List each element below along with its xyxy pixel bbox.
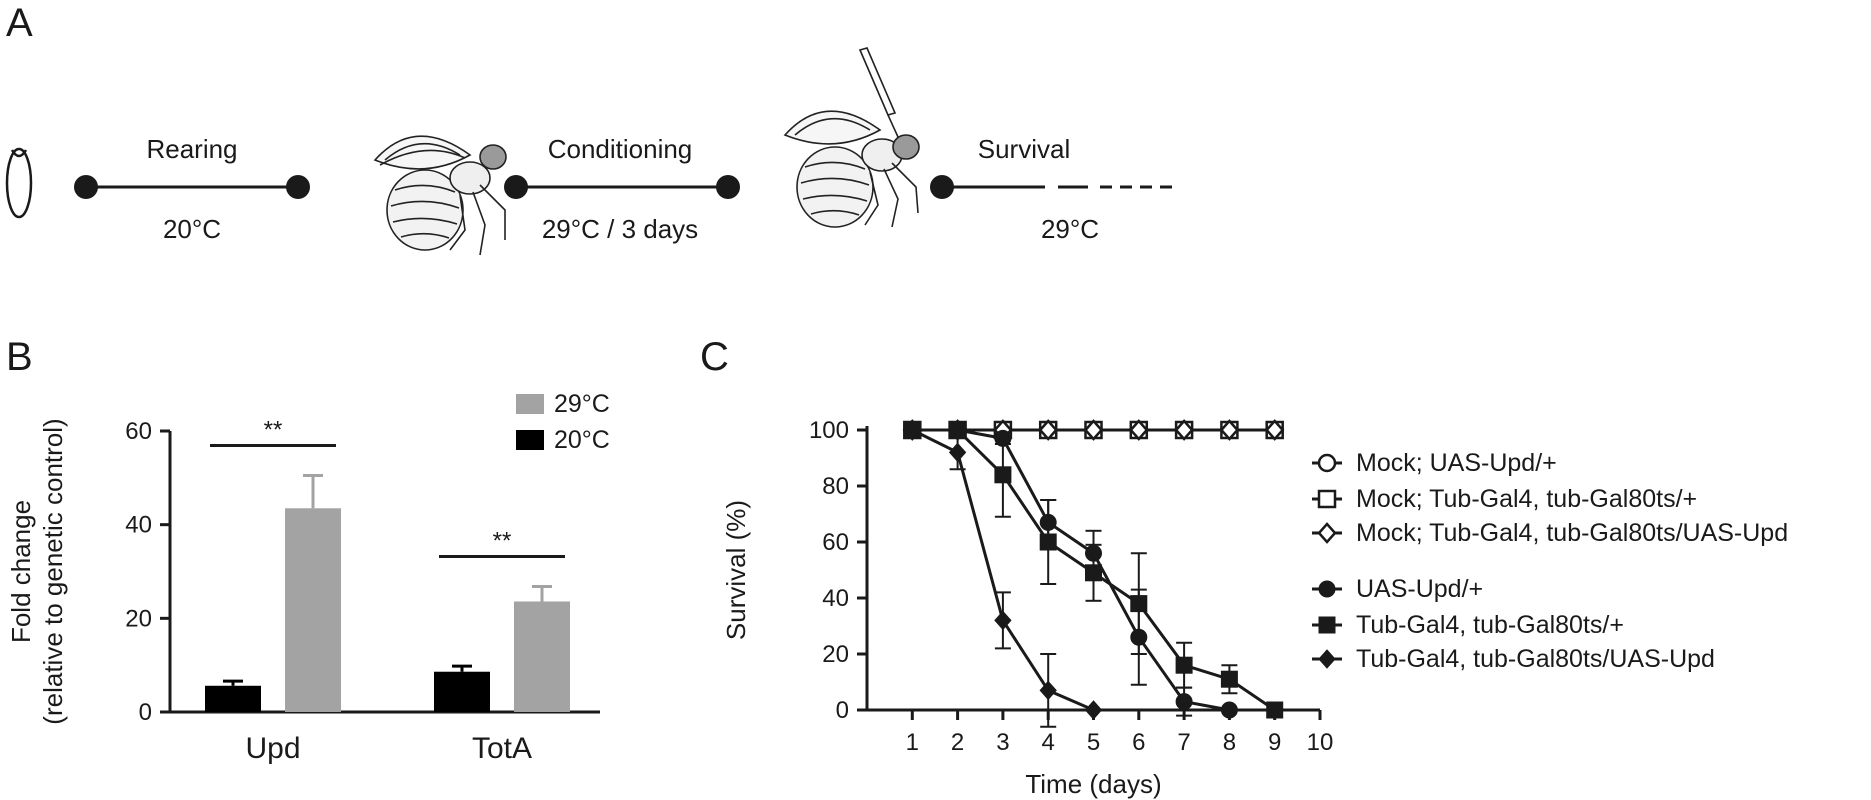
y-tick-label: 0 — [139, 699, 152, 726]
panel-c-survival-chart: C 0 20 40 60 80 100 1 2 3 4 5 6 7 8 9 10 Time (days) Surv… — [700, 335, 1788, 799]
y-tick-label: 80 — [822, 473, 849, 500]
panel-b-letter: B — [6, 335, 33, 379]
timeline-dot — [286, 175, 310, 199]
y-tick-label: 40 — [822, 585, 849, 612]
x-tick-label: 3 — [996, 729, 1009, 756]
legend-label: Mock; Tub-Gal4, tub-Gal80ts/+ — [1356, 485, 1697, 513]
data-point — [1220, 670, 1238, 688]
legend-marker — [1318, 580, 1336, 598]
y-tick-label: 20 — [125, 605, 152, 632]
legend-label: Mock; Tub-Gal4, tub-Gal80ts/UAS-Upd — [1356, 519, 1788, 547]
legend-swatch — [516, 394, 544, 414]
data-point — [994, 610, 1012, 631]
x-tick-label: 8 — [1223, 729, 1236, 756]
x-tick-label: 7 — [1177, 729, 1190, 756]
legend-label: Mock; UAS-Upd/+ — [1356, 449, 1557, 477]
step-condition: 29°C — [1041, 214, 1099, 244]
step-rearing: Rearing 20°C — [74, 134, 310, 244]
bar — [205, 685, 261, 712]
panel-a-letter: A — [6, 1, 33, 45]
data-point — [948, 442, 967, 463]
y-axis-title: Fold change(relative to genetic control) — [6, 418, 68, 724]
step-name: Rearing — [146, 134, 237, 164]
data-point — [1038, 419, 1058, 441]
significance-label: ** — [264, 416, 283, 443]
step-survival: Survival 29°C — [930, 134, 1172, 244]
x-tick-label: 4 — [1042, 729, 1055, 756]
legend-label: 29°C — [554, 390, 610, 418]
data-point — [1175, 693, 1193, 711]
step-name: Conditioning — [548, 134, 693, 164]
x-tick-label: 10 — [1307, 729, 1334, 756]
legend-label: Tub-Gal4, tub-Gal80ts/+ — [1356, 611, 1624, 639]
x-tick-label: 1 — [906, 729, 919, 756]
legend-label: 20°C — [554, 426, 610, 454]
timeline-dot — [716, 175, 740, 199]
bar — [514, 601, 570, 712]
panel-b-bar-chart: B 0 20 40 60 Fold change(relative to genetic… — [6, 335, 610, 765]
x-tick-label: 9 — [1268, 729, 1281, 756]
legend-marker — [1318, 649, 1336, 669]
legend-marker — [1317, 489, 1337, 509]
data-point — [1266, 701, 1284, 719]
significance-label: ** — [493, 527, 512, 554]
data-point — [1085, 564, 1102, 582]
legend-label: Tub-Gal4, tub-Gal80ts/UAS-Upd — [1356, 645, 1715, 673]
bar — [285, 508, 341, 712]
step-condition: 29°C / 3 days — [542, 214, 698, 244]
y-axis-title-line: Fold change — [6, 500, 36, 643]
x-category-label: Upd — [245, 732, 300, 765]
y-tick-label: 60 — [822, 529, 849, 556]
panel-a: A Rearing 20°C — [5, 1, 1172, 256]
data-point — [994, 466, 1012, 484]
data-point — [1130, 595, 1148, 613]
x-tick-label: 6 — [1132, 729, 1145, 756]
data-point — [1174, 419, 1194, 441]
data-point — [1084, 700, 1103, 720]
data-point — [1219, 419, 1240, 441]
fly-icon — [373, 135, 507, 256]
data-point — [1129, 419, 1149, 441]
series-6 — [903, 420, 1103, 728]
series-5 — [903, 421, 1284, 719]
y-tick-label: 100 — [809, 417, 849, 444]
legend-swatch — [516, 430, 544, 450]
timeline-dot — [930, 175, 954, 199]
step-name: Survival — [978, 134, 1070, 164]
y-axis-title-line: (relative to genetic control) — [38, 418, 68, 724]
panel-c-letter: C — [700, 335, 729, 379]
x-category-label: TotA — [472, 732, 532, 765]
x-tick-label: 2 — [951, 729, 964, 756]
data-point — [1265, 419, 1285, 441]
y-tick-label: 20 — [822, 641, 849, 668]
data-point — [1175, 656, 1193, 674]
y-tick-label: 60 — [125, 418, 152, 445]
timeline-dot — [504, 175, 528, 199]
bar — [434, 671, 490, 712]
step-conditioning: Conditioning 29°C / 3 days — [504, 134, 740, 244]
legend-label: UAS-Upd/+ — [1356, 575, 1483, 603]
data-point — [903, 420, 921, 440]
y-axis-title: Survival (%) — [721, 500, 751, 640]
x-tick-label: 5 — [1087, 729, 1100, 756]
data-point — [1220, 701, 1238, 719]
legend-marker — [1317, 522, 1337, 544]
x-axis-title: Time (days) — [1025, 769, 1161, 799]
legend-marker — [1317, 453, 1337, 473]
y-tick-label: 40 — [125, 512, 152, 539]
injected-fly-icon — [783, 47, 920, 228]
y-tick-label: 0 — [836, 697, 849, 724]
data-point — [1083, 419, 1104, 441]
legend-marker — [1318, 616, 1336, 634]
data-point — [1039, 680, 1057, 701]
egg-icon — [5, 147, 33, 219]
timeline-dot — [74, 175, 98, 199]
data-point — [1039, 533, 1057, 551]
step-condition: 20°C — [163, 214, 221, 244]
